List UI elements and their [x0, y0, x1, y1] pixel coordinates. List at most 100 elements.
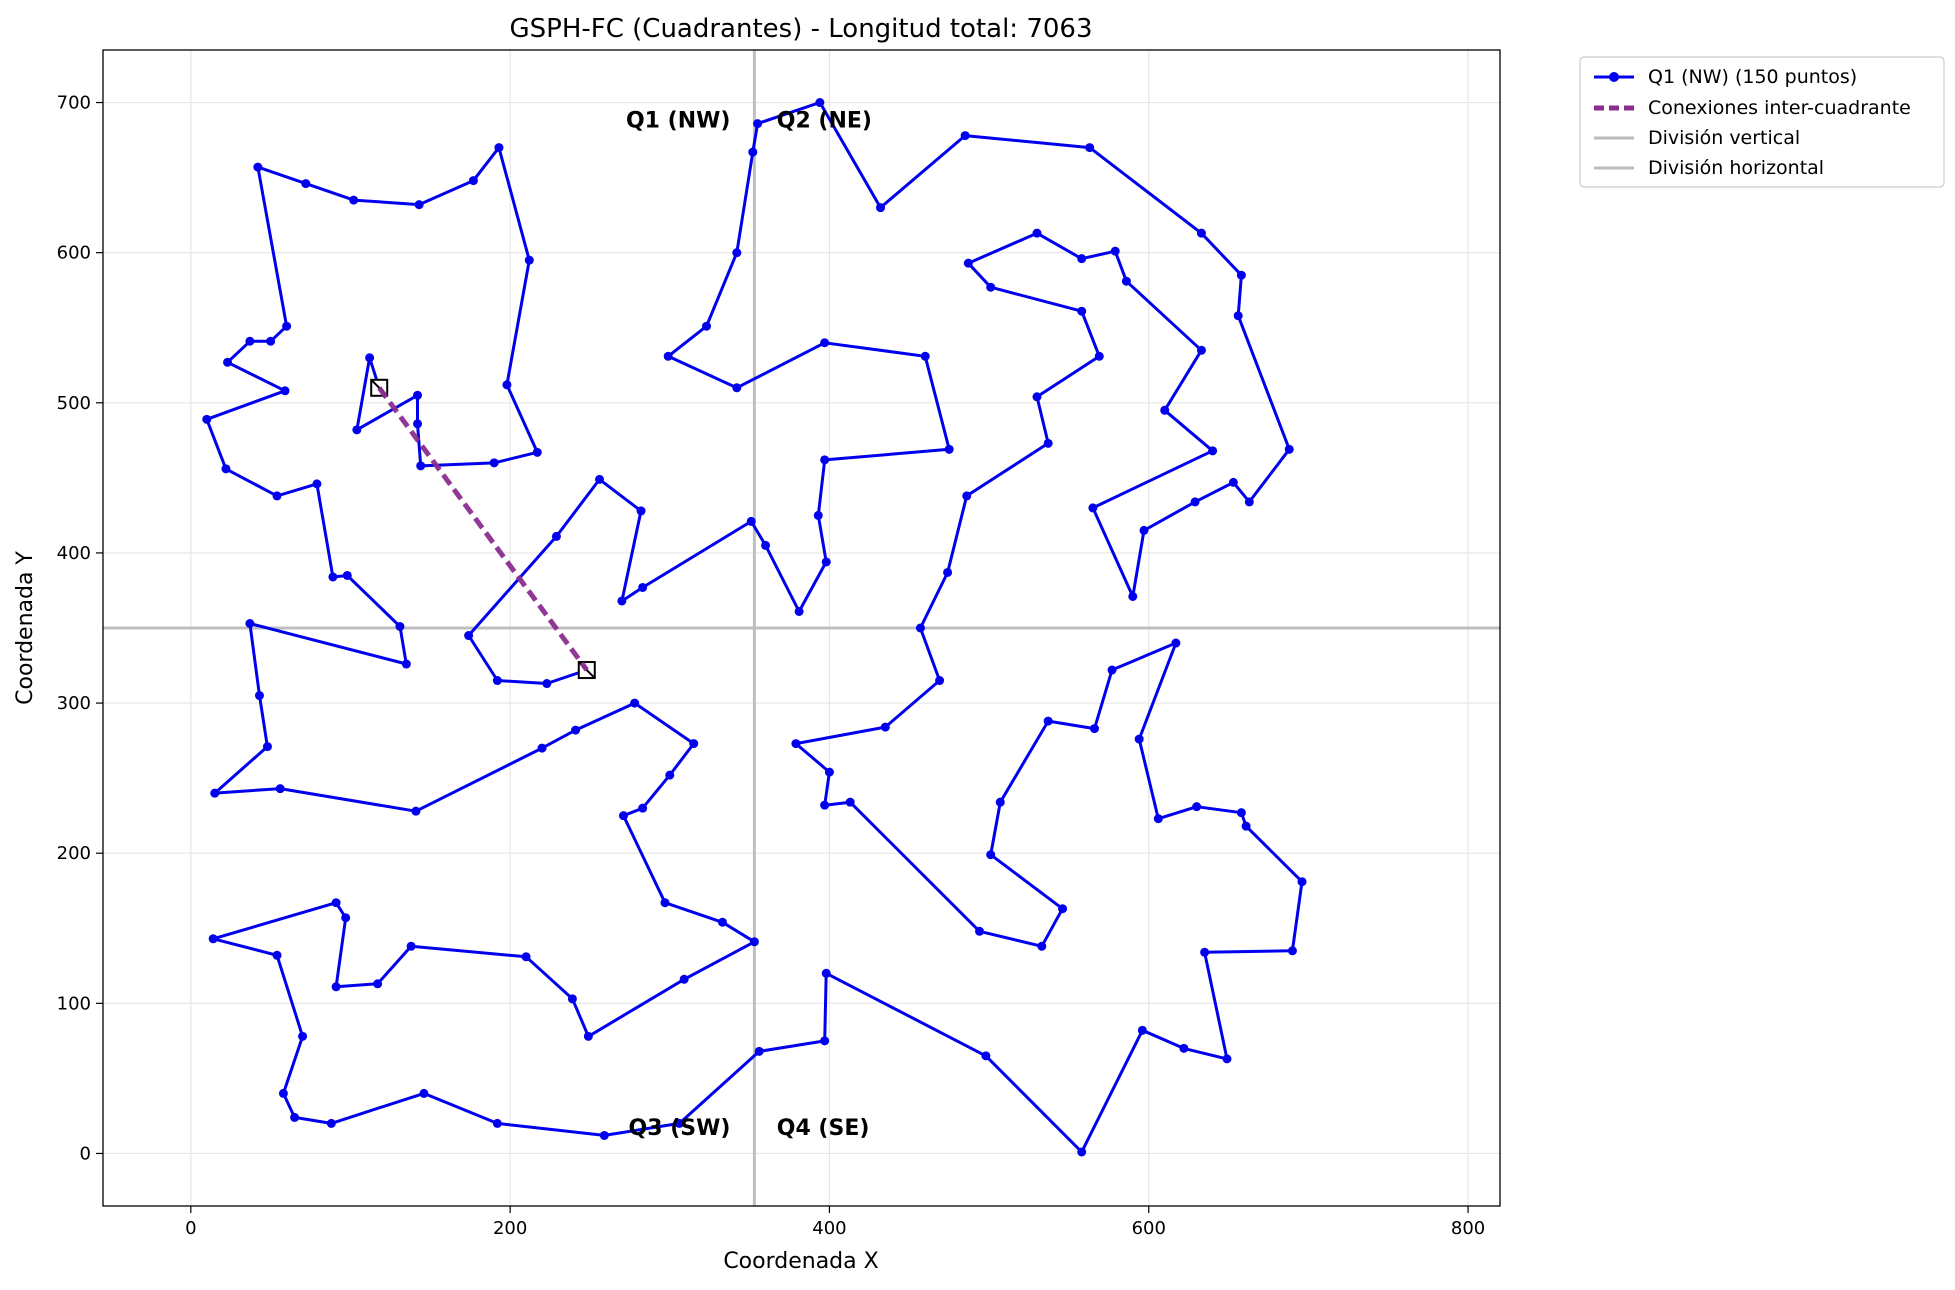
route-point: [674, 1118, 684, 1128]
y-tick-label: 500: [57, 393, 91, 414]
route-point: [880, 722, 890, 732]
route-point: [824, 767, 834, 777]
route-point: [754, 1046, 764, 1056]
route-point: [326, 1118, 336, 1128]
route-point: [1196, 345, 1206, 355]
route-point: [1208, 446, 1218, 456]
route-point: [1284, 444, 1294, 454]
legend-box: [1579, 56, 1945, 188]
route-point: [221, 464, 231, 474]
route-point: [1094, 351, 1104, 361]
route-point: [411, 806, 421, 816]
route-point: [202, 414, 212, 424]
route-point: [1190, 497, 1200, 507]
route-point: [962, 491, 972, 501]
route-point: [753, 119, 763, 129]
legend-label-connection: Conexiones inter-cuadrante: [1648, 97, 1911, 119]
legend-label-vertical: División vertical: [1648, 127, 1800, 149]
y-tick-label: 200: [57, 843, 91, 864]
route-point: [275, 784, 285, 794]
x-tick-label: 0: [185, 1218, 196, 1239]
route-point: [1297, 877, 1307, 887]
y-tick-label: 600: [57, 243, 91, 264]
route-point: [820, 1036, 830, 1046]
route-point: [1037, 941, 1047, 951]
route-point: [820, 455, 830, 465]
divider-layer: [103, 50, 1500, 1206]
route-point: [208, 934, 218, 944]
route-point: [406, 941, 416, 951]
route-point: [1236, 270, 1246, 280]
route-point: [1128, 591, 1138, 601]
route-point: [638, 582, 648, 592]
route-point: [1287, 946, 1297, 956]
route-point: [542, 679, 552, 689]
route-point: [732, 383, 742, 393]
route-point: [331, 982, 341, 992]
y-axis-label: Coordenada Y: [13, 551, 38, 705]
route-point: [413, 419, 423, 429]
route-point: [749, 937, 759, 947]
route-point: [272, 950, 282, 960]
route-point: [935, 676, 945, 686]
route-point: [1153, 814, 1163, 824]
route-point: [1200, 947, 1210, 957]
route-point: [618, 811, 628, 821]
route-point: [266, 336, 276, 346]
route-point: [583, 1031, 593, 1041]
route-point: [282, 321, 292, 331]
route-point: [290, 1112, 300, 1122]
route-point: [1139, 525, 1149, 535]
route-point: [748, 147, 758, 157]
route-point: [1043, 438, 1053, 448]
route-point: [1241, 821, 1251, 831]
route-point: [876, 203, 886, 213]
route-point: [1107, 665, 1117, 675]
x-tick-label: 800: [1451, 1218, 1485, 1239]
route-point: [815, 98, 825, 108]
route-point: [245, 618, 255, 628]
route-point: [551, 531, 561, 541]
x-axis-label: Coordenada X: [723, 1249, 878, 1274]
route-point: [1233, 311, 1243, 321]
y-tick-label: 300: [57, 693, 91, 714]
route-point: [341, 913, 351, 923]
route-point: [280, 386, 290, 396]
route-point: [821, 968, 831, 978]
route-point: [254, 691, 264, 701]
route-point: [571, 725, 581, 735]
x-tick-label: 200: [493, 1218, 527, 1239]
route-point: [468, 176, 478, 186]
x-tick-label: 400: [812, 1218, 846, 1239]
route-point: [1244, 497, 1254, 507]
x-tick-label: 600: [1132, 1218, 1166, 1239]
route-point: [342, 570, 352, 580]
y-tick-label: 700: [57, 93, 91, 114]
route-point: [413, 390, 423, 400]
route-point: [416, 461, 426, 471]
route-point: [532, 447, 542, 457]
plot-frame: [102, 49, 1501, 1207]
route-point: [1077, 306, 1087, 316]
quadrant-label: Q4 (SE): [777, 1116, 870, 1141]
route-point: [981, 1051, 991, 1061]
route-point: [245, 336, 255, 346]
route-point: [365, 353, 375, 363]
route-point: [502, 380, 512, 390]
route-point: [272, 491, 282, 501]
route-point: [298, 1031, 308, 1041]
route-point: [489, 458, 499, 468]
route-point: [915, 623, 925, 633]
route-point: [599, 1130, 609, 1140]
legend-label-horizontal: División horizontal: [1648, 157, 1824, 179]
route-point: [794, 606, 804, 616]
y-tick-label: 100: [57, 993, 91, 1014]
legend-swatch-route-marker: [1609, 72, 1619, 82]
route-point: [1032, 228, 1042, 238]
route-point: [1192, 802, 1202, 812]
route-point: [210, 788, 220, 798]
route-point: [1089, 724, 1099, 734]
quadrant-label: Q3 (SW): [629, 1116, 731, 1141]
route-point: [1236, 808, 1246, 818]
